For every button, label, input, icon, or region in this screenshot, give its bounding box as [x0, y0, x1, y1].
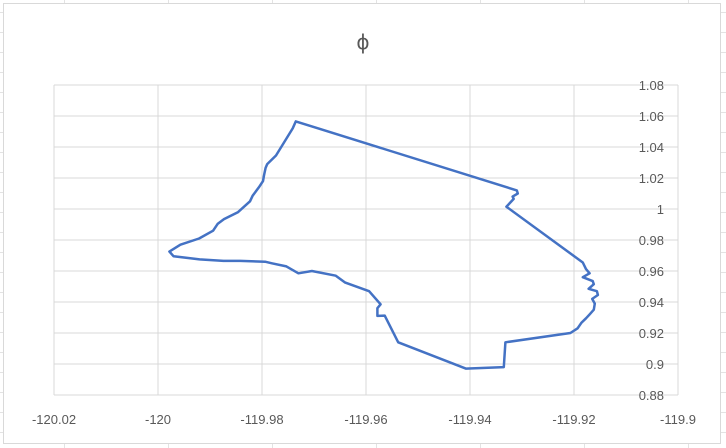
y-tick-label: 0.96	[639, 264, 664, 279]
y-tick-label: 1.04	[639, 140, 664, 155]
x-tick-label: -120.02	[32, 412, 76, 427]
y-tick-label: 0.88	[639, 388, 664, 403]
x-tick-label: -120	[145, 412, 171, 427]
series-line[interactable]	[168, 120, 600, 370]
x-tick-label: -119.92	[552, 412, 595, 427]
y-axis-ticks: 0.88 0.9 0.92 0.94 0.96 0.98 1 1.02 1.04 1.06 1.08	[639, 78, 664, 403]
y-tick-label: 1.06	[639, 109, 664, 124]
y-tick-label: 0.98	[639, 233, 664, 248]
y-tick-label: 1.02	[639, 171, 664, 186]
y-tick-label: 0.94	[639, 295, 664, 310]
y-tick-label: 0.92	[639, 326, 664, 341]
y-tick-label: 0.9	[646, 357, 664, 372]
series-layer	[168, 120, 600, 370]
x-tick-label: -119.96	[344, 412, 387, 427]
y-tick-label: 1	[657, 202, 664, 217]
plot-gridlines	[53, 84, 679, 396]
chart-title: ϕ	[356, 30, 370, 54]
x-tick-label: -119.98	[240, 412, 283, 427]
chart-area[interactable]	[3, 3, 721, 444]
x-axis-ticks: -120.02 -120 -119.98 -119.96 -119.94 -119.92 -…	[32, 412, 696, 427]
x-tick-label: -119.9	[660, 412, 696, 427]
x-tick-label: -119.94	[448, 412, 491, 427]
y-tick-label: 1.08	[639, 78, 664, 93]
